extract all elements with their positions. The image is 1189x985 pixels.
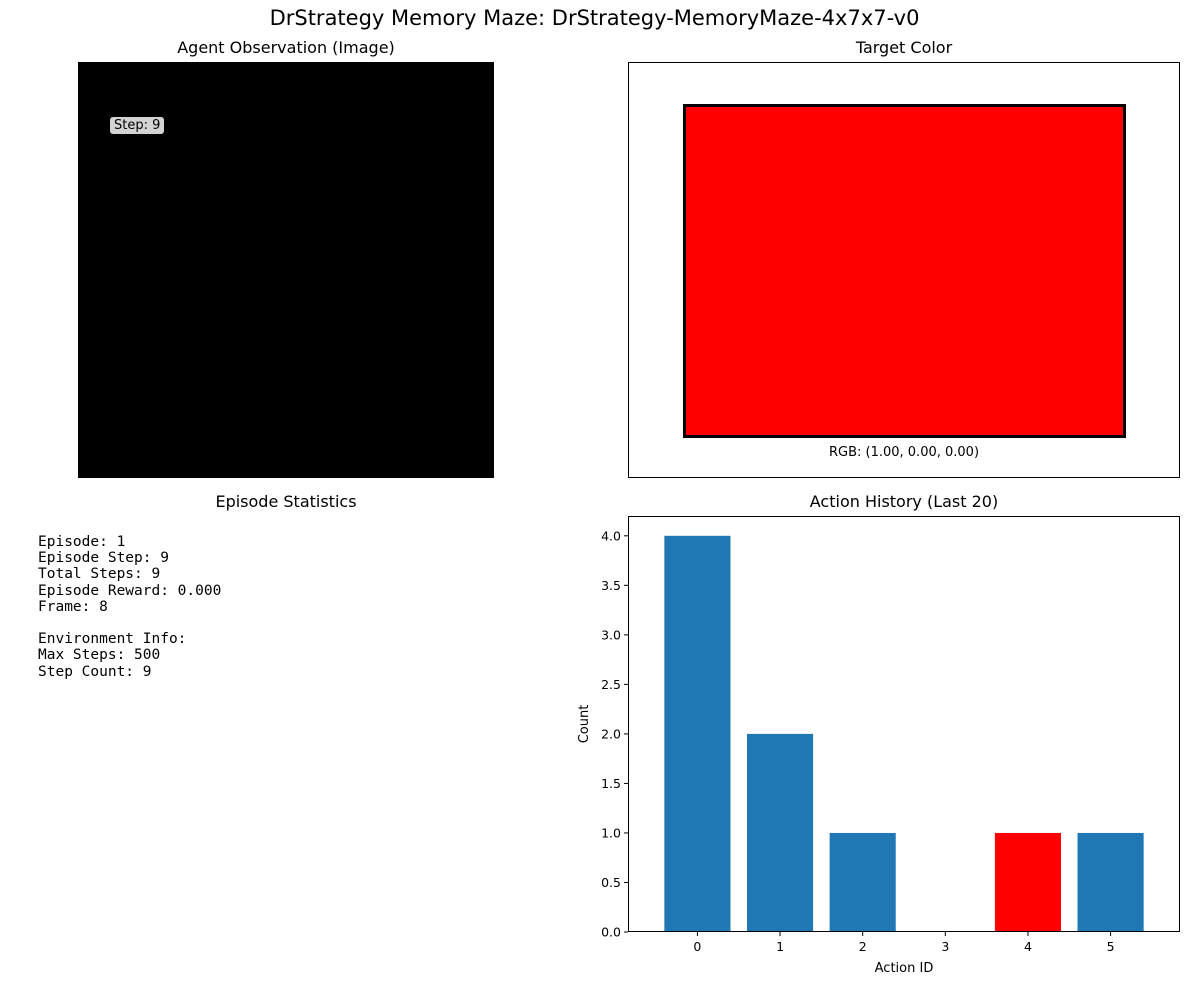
stat-line: Max Steps: 500: [38, 647, 161, 664]
x-tick-label: 0: [693, 939, 701, 954]
bar-action-1: [746, 733, 814, 932]
bar-action-0: [664, 535, 731, 932]
figure-suptitle: DrStrategy Memory Maze: DrStrategy-Memor…: [269, 6, 920, 30]
x-tick-label: 4: [1024, 939, 1032, 954]
y-axis-label: Count: [577, 705, 592, 744]
stat-line: Episode: 1: [38, 534, 126, 550]
chart-title: Action History (Last 20): [809, 492, 999, 511]
y-tick-label: 3.5: [601, 578, 621, 593]
target-color-title: Target Color: [855, 38, 953, 57]
stat-line: Step Count: 9: [38, 663, 152, 680]
stats-title: Episode Statistics: [215, 492, 357, 511]
y-tick-label: 2.5: [601, 677, 621, 692]
y-tick-label: 1.0: [601, 825, 621, 840]
x-tick-label: 3: [941, 939, 949, 954]
observation-image: Step: 9: [78, 62, 494, 478]
target-color-axes: RGB: (1.00, 0.00, 0.00): [628, 62, 1180, 478]
x-tick-label: 2: [859, 939, 867, 954]
chart-axes-frame: [628, 516, 1180, 932]
x-tick-label: 5: [1107, 939, 1115, 954]
y-tick-label: 0.0: [601, 925, 621, 940]
y-tick-label: 3.0: [601, 627, 621, 642]
stat-line: Episode Reward: 0.000: [38, 582, 222, 599]
stat-line: Frame: 8: [38, 598, 108, 615]
rgb-label: RGB: (1.00, 0.00, 0.00): [828, 445, 980, 460]
observation-title: Agent Observation (Image): [177, 38, 395, 57]
step-badge: Step: 9: [110, 117, 165, 134]
y-tick-label: 4.0: [601, 528, 621, 543]
stat-line: Total Steps: 9: [38, 566, 161, 583]
y-tick-label: 2.0: [601, 726, 621, 741]
bar-action-4: [994, 832, 1062, 932]
bar-action-5: [1077, 832, 1144, 932]
x-axis-label: Action ID: [875, 961, 934, 976]
stat-line: Episode Step: 9: [38, 550, 169, 567]
y-tick-label: 0.5: [601, 875, 621, 890]
y-tick-label: 1.5: [601, 776, 621, 791]
target-color-swatch: [683, 104, 1126, 438]
x-tick-label: 1: [776, 939, 784, 954]
stat-line: Environment Info:: [38, 631, 187, 648]
bar-action-2: [829, 832, 896, 932]
